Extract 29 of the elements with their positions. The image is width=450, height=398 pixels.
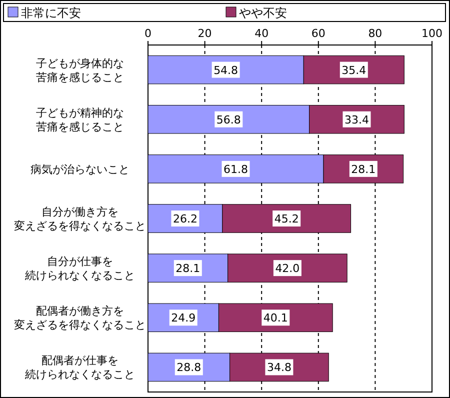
x-tick-label: 0 — [144, 27, 152, 40]
data-label: 35.4 — [342, 64, 366, 77]
legend-label: 非常に不安 — [21, 6, 81, 20]
data-label: 54.8 — [214, 64, 238, 77]
data-label: 28.1 — [351, 162, 376, 176]
x-tick-label: 80 — [368, 27, 382, 40]
y-tick-label: 病気が治らないこと — [30, 162, 130, 176]
data-label: 28.1 — [176, 262, 200, 276]
y-tick-label: 自分が働き方を変えざるを得なくなること — [14, 206, 146, 232]
x-tick-label: 60 — [311, 27, 326, 40]
y-tick-label: 子どもが身体的な苦痛を感じること — [36, 56, 124, 84]
data-label: 42.0 — [275, 262, 300, 276]
data-label: 34.8 — [266, 361, 292, 374]
data-label: 40.1 — [263, 312, 288, 325]
data-label: 26.2 — [172, 212, 198, 226]
y-tick-label: 子どもが精神的な苦痛を感じること — [36, 106, 124, 134]
y-tick-label: 自分が仕事を続けられなくなること — [24, 255, 135, 282]
x-tick-label: 40 — [254, 27, 269, 40]
data-label: 33.4 — [344, 113, 369, 126]
data-label: 61.8 — [224, 162, 248, 176]
x-tick-label: 100 — [422, 27, 442, 40]
x-tick-label: 20 — [198, 27, 212, 40]
data-label: 24.9 — [171, 312, 196, 325]
legend-label: やや不安 — [239, 6, 287, 20]
data-label: 28.8 — [176, 361, 202, 374]
data-label: 45.2 — [274, 212, 299, 226]
y-tick-label: 配偶者が仕事を続けられなくなること — [24, 354, 135, 382]
data-label: 56.8 — [216, 113, 241, 126]
y-tick-label: 配偶者が働き方を変えざるを得なくなること — [14, 304, 146, 332]
